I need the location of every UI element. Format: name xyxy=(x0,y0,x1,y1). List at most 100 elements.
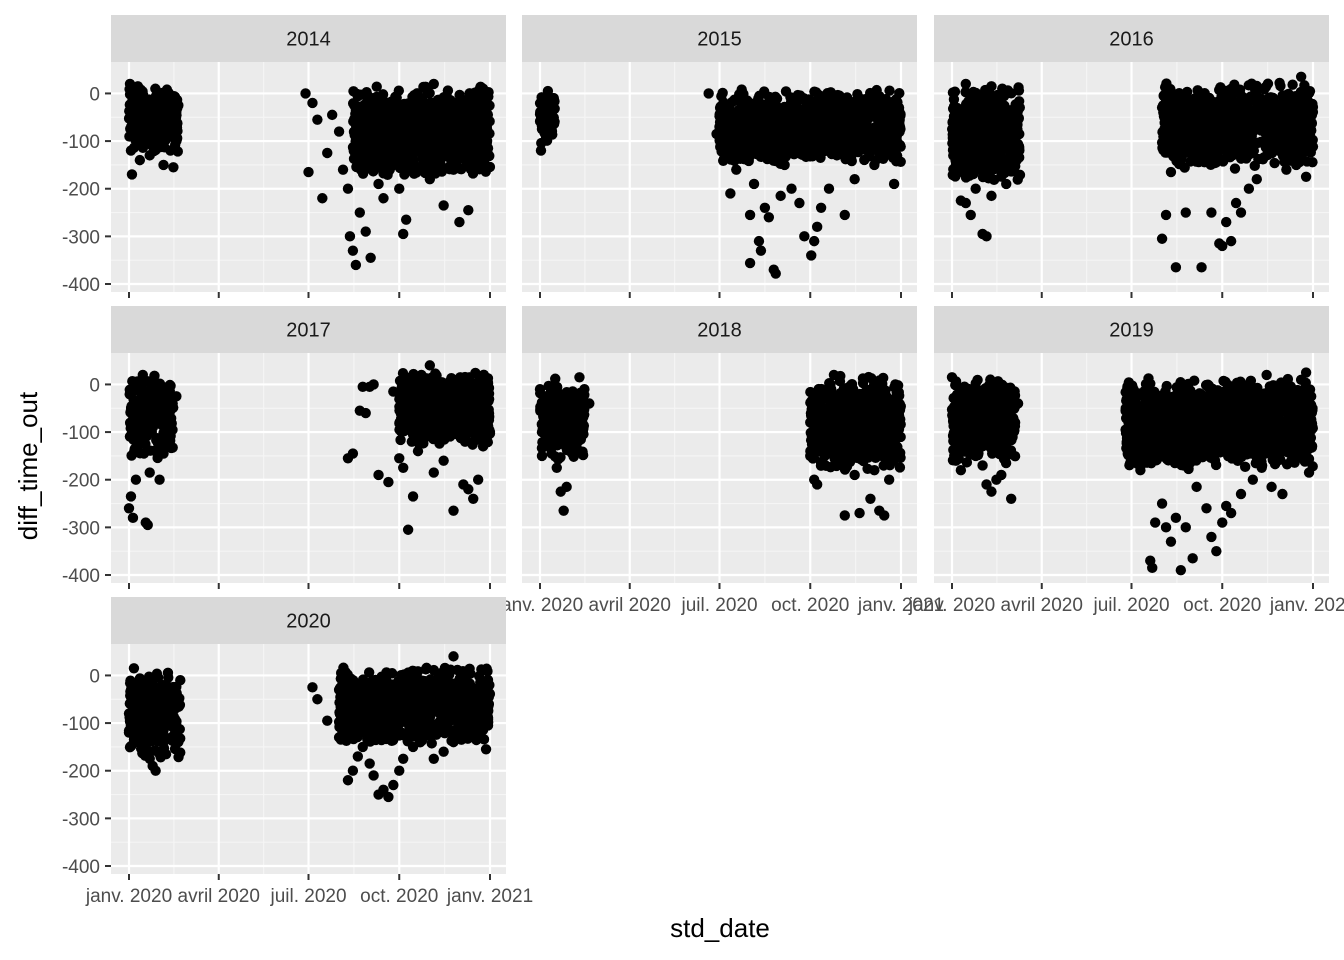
scatter-point xyxy=(542,85,554,97)
scatter-point xyxy=(717,113,728,125)
scatter-point xyxy=(1295,71,1307,82)
scatter-point xyxy=(966,160,978,171)
scatter-point xyxy=(792,143,803,155)
scatter-point xyxy=(797,122,809,133)
scatter-point xyxy=(1307,156,1318,168)
scatter-point xyxy=(1271,103,1282,114)
scatter-point xyxy=(147,131,158,142)
scatter-point xyxy=(961,141,972,152)
scatter-point xyxy=(960,102,972,113)
scatter-point xyxy=(350,259,362,271)
scatter-point xyxy=(477,83,489,94)
scatter-point xyxy=(300,88,311,99)
scatter-point xyxy=(1165,166,1177,178)
scatter-point xyxy=(158,99,170,111)
scatter-point xyxy=(757,124,768,136)
scatter-point xyxy=(756,111,768,123)
scatter-points xyxy=(123,78,496,271)
scatter-point xyxy=(1216,105,1227,117)
scatter-point xyxy=(472,128,484,140)
scatter-point xyxy=(868,90,880,102)
scatter-point xyxy=(1156,233,1168,244)
scatter-point xyxy=(394,183,405,194)
scatter-point xyxy=(409,144,420,155)
scatter-point xyxy=(368,145,379,156)
scatter-point xyxy=(992,101,1003,112)
scatter-point xyxy=(1180,123,1192,134)
scatter-point xyxy=(823,183,835,194)
scatter-point xyxy=(1229,79,1240,90)
scatter-point xyxy=(1170,262,1182,273)
scatter-point xyxy=(350,136,361,147)
scatter-point xyxy=(381,167,392,178)
scatter-point xyxy=(337,164,349,175)
scatter-point xyxy=(841,100,852,111)
y-tick-label: -200 xyxy=(62,180,100,201)
scatter-point xyxy=(364,91,375,103)
scatter-point xyxy=(124,78,136,90)
scatter-point xyxy=(124,417,136,429)
scatter-point xyxy=(884,85,895,96)
scatter-point xyxy=(1287,79,1298,90)
scatter-point xyxy=(729,120,740,131)
scatter-point xyxy=(780,151,791,162)
scatter-point xyxy=(1013,82,1024,93)
scatter-point xyxy=(1187,135,1198,147)
scatter-point xyxy=(893,102,905,113)
scatter-point xyxy=(359,112,371,124)
scatter-point xyxy=(767,120,778,131)
scatter-point xyxy=(140,116,151,128)
scatter-point xyxy=(786,183,797,194)
scatter-point xyxy=(317,193,328,204)
scatter-point xyxy=(124,431,136,442)
scatter-point xyxy=(806,250,817,261)
scatter-point xyxy=(806,123,818,134)
scatter-point xyxy=(1007,163,1019,175)
scatter-point xyxy=(737,145,749,156)
scatter-point xyxy=(819,141,830,152)
scatter-point xyxy=(1300,171,1312,183)
scatter-point xyxy=(459,147,470,158)
scatter-point xyxy=(947,87,959,98)
scatter-point xyxy=(383,116,394,128)
scatter-point xyxy=(859,154,870,166)
scatter-point xyxy=(824,102,836,114)
scatter-point xyxy=(1193,115,1204,127)
scatter-point xyxy=(1174,158,1185,170)
scatter-point xyxy=(156,87,168,99)
facet-strip xyxy=(522,15,917,62)
scatter-point xyxy=(1277,135,1288,147)
scatter-point xyxy=(755,245,767,256)
scatter-point xyxy=(1250,107,1262,118)
scatter-point xyxy=(303,166,314,178)
scatter-point xyxy=(390,151,401,163)
scatter-point xyxy=(138,135,149,147)
scatter-point xyxy=(725,188,736,199)
scatter-point xyxy=(771,155,782,166)
scatter-point xyxy=(960,78,972,90)
scatter-point xyxy=(469,164,480,176)
scatter-point xyxy=(438,200,449,211)
scatter-point xyxy=(890,94,902,105)
scatter-point xyxy=(870,100,882,111)
scatter-point xyxy=(407,154,419,166)
scatter-point xyxy=(1163,111,1175,122)
scatter-point xyxy=(947,116,959,128)
scatter-point xyxy=(965,209,976,221)
scatter-point xyxy=(721,131,732,142)
scatter-point xyxy=(132,81,144,92)
scatter-point xyxy=(482,129,494,140)
scatter-point xyxy=(1005,145,1017,156)
scatter-point xyxy=(125,145,137,156)
scatter-point xyxy=(1009,112,1020,124)
scatter-point xyxy=(128,93,140,104)
scatter-point xyxy=(426,115,437,126)
scatter-point xyxy=(807,137,818,148)
scatter-point xyxy=(1222,139,1234,151)
scatter-point xyxy=(1246,126,1257,138)
facet-strip xyxy=(111,306,506,353)
scatter-point xyxy=(396,144,407,155)
